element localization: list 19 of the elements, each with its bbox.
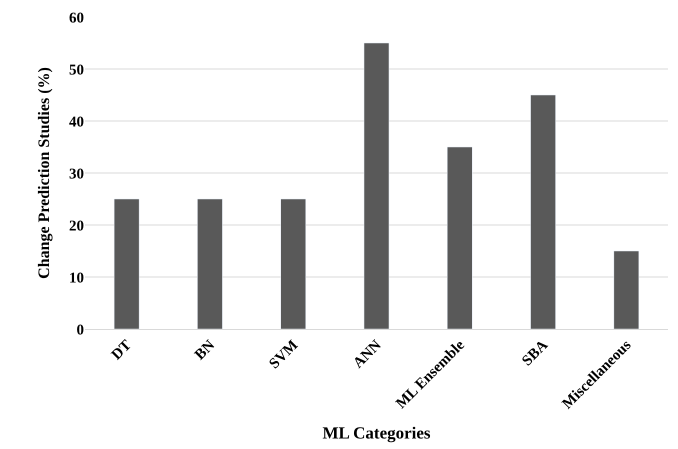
y-tick-label: 50 bbox=[69, 62, 84, 78]
y-tick-label: 60 bbox=[69, 10, 84, 26]
y-tick-label: 40 bbox=[69, 114, 84, 130]
x-tick-label: SBA bbox=[519, 337, 552, 370]
y-axis-title: Change Prediction Studies (%) bbox=[36, 67, 53, 279]
bar bbox=[530, 94, 556, 329]
bar bbox=[364, 42, 390, 329]
bar bbox=[447, 146, 473, 329]
y-tick-label: 20 bbox=[69, 218, 84, 234]
bar bbox=[114, 198, 140, 329]
y-tick-label: 10 bbox=[69, 270, 84, 286]
x-tick-label: BN bbox=[192, 337, 218, 364]
bar bbox=[614, 250, 640, 329]
x-tick-label: DT bbox=[108, 337, 135, 364]
bar bbox=[197, 198, 223, 329]
bar bbox=[280, 198, 306, 329]
x-axis-title: ML Categories bbox=[322, 424, 431, 443]
y-tick-label: 30 bbox=[69, 166, 84, 182]
y-tick-label: 0 bbox=[76, 322, 84, 338]
